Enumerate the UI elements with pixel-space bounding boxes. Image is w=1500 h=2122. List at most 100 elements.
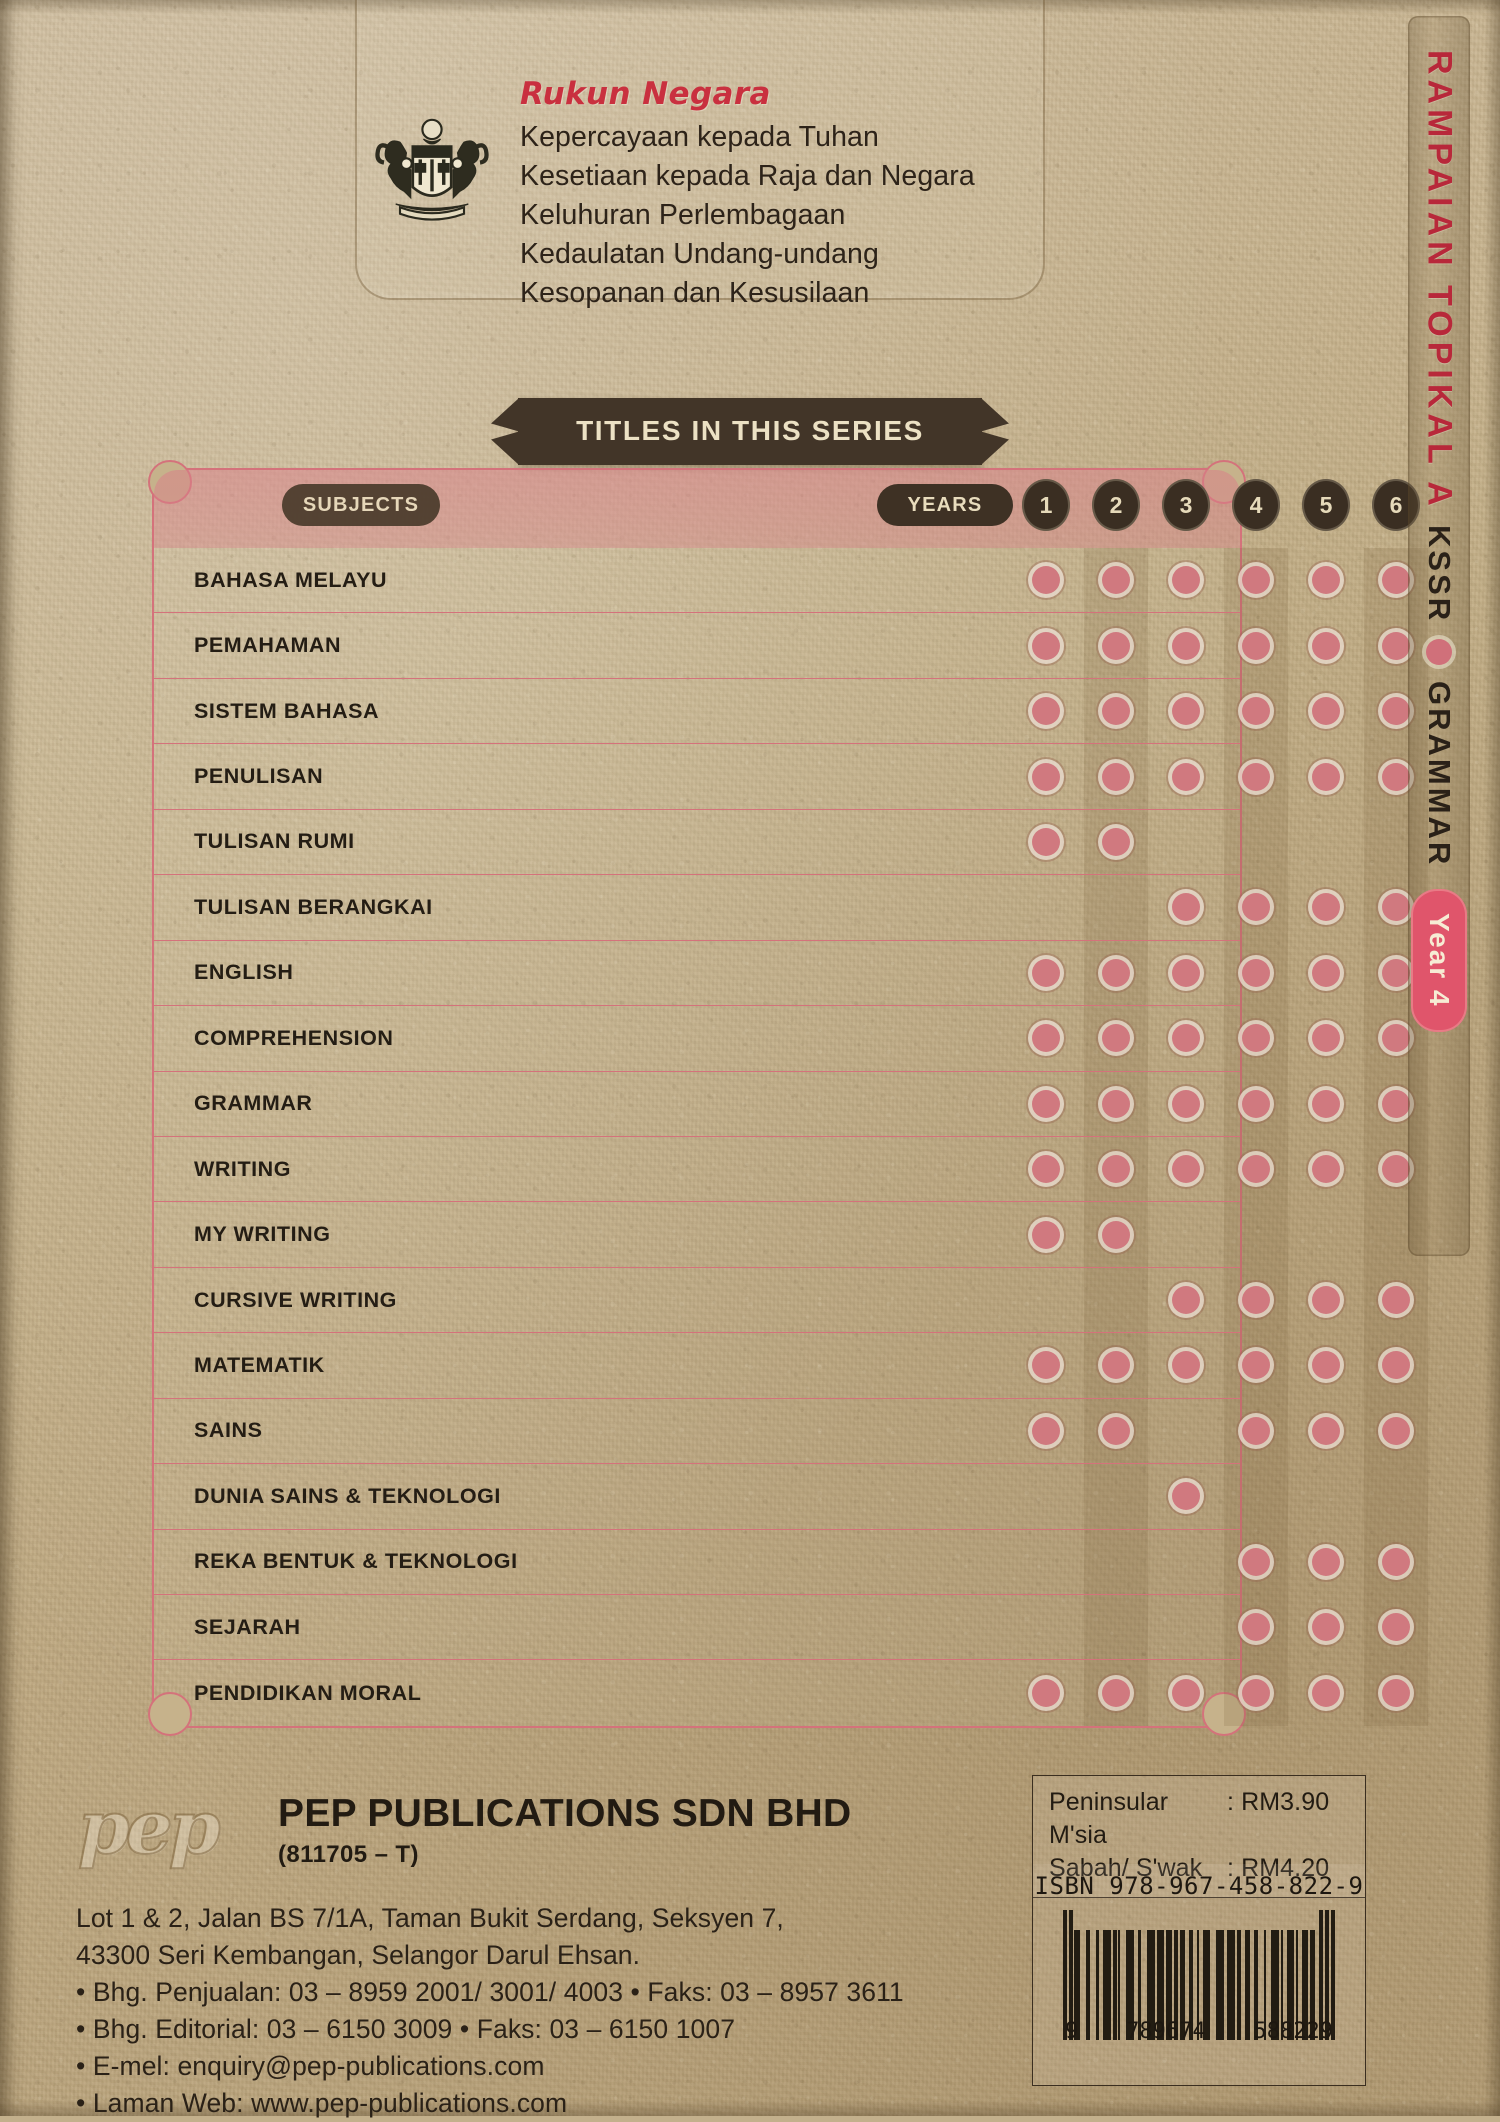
availability-dot-icon [1382,762,1410,791]
availability-dot-icon [1242,958,1270,987]
spine-syllabus-label: KSSR [1422,524,1457,624]
ean13-barcode-icon: 9 789674 588229 [1063,1910,1335,2044]
year-cell-2 [1092,1464,1140,1528]
availability-dot-icon [1172,958,1200,987]
availability-dot-icon [1242,1613,1270,1642]
year-cell-1 [1022,744,1070,808]
availability-dot-icon [1172,1482,1200,1511]
availability-dot-icon [1102,1024,1130,1053]
barcode-bar [1324,1910,1329,2040]
isbn-barcode-box: ISBN 978-967-458-822-9 9 789674 588229 [1032,1864,1366,2086]
availability-dot-icon [1242,1547,1270,1576]
year-cell-4 [1232,1137,1280,1201]
malaysian-coat-of-arms-icon [368,106,496,234]
year-cell-4 [1232,679,1280,743]
availability-dot-icon [1032,827,1060,856]
barcode-digit-left: 9 [1065,2019,1079,2044]
dot-separator-icon [1426,639,1452,666]
year-cell-2 [1092,744,1140,808]
year-cell-6 [1372,1530,1420,1594]
year-cell-3 [1162,548,1210,612]
availability-dot-icon [1382,893,1410,922]
table-row: PENULISAN [154,744,1410,810]
spine-series-title: RAMPAIAN TOPIKAL A [1420,50,1459,511]
availability-dot-icon [1312,631,1340,660]
table-row: PEMAHAMAN [154,613,1410,679]
year-cell-5 [1302,1530,1350,1594]
subject-label: CURSIVE WRITING [194,1287,397,1312]
price-value: : RM3.90 [1227,1788,1330,1816]
year-cell-1 [1022,1595,1070,1659]
price-box: Peninsular M'sia: RM3.90 Sabah/ S'wak: RM… [1032,1775,1366,1898]
availability-dot-icon [1312,1089,1340,1118]
year-cell-3 [1162,1333,1210,1397]
year-cell-2 [1092,1530,1140,1594]
barcode-bar [1189,1930,1194,2040]
availability-dot-icon [1172,762,1200,791]
year-cell-5 [1302,1595,1350,1659]
year-badge-6: 6 [1372,479,1420,531]
year-cell-5 [1302,679,1350,743]
availability-dot-icon [1102,1155,1130,1184]
barcode-bar [1237,1930,1241,2040]
subject-label: MATEMATIK [194,1352,325,1377]
year-cell-6 [1372,1006,1420,1070]
publisher-address: Lot 1 & 2, Jalan BS 7/1A, Taman Bukit Se… [76,1900,976,2122]
availability-dot-icon [1312,1286,1340,1315]
rukun-negara-title: Rukun Negara [520,76,771,112]
year-cell-2 [1092,1006,1140,1070]
year-cell-4 [1232,613,1280,677]
year-cell-5 [1302,744,1350,808]
availability-dot-icon [1312,1351,1340,1380]
availability-dot-icon [1172,697,1200,726]
subject-label: WRITING [194,1156,291,1181]
table-row: WRITING [154,1137,1410,1203]
address-line: Lot 1 & 2, Jalan BS 7/1A, Taman Bukit Se… [76,1903,784,1933]
year-cell-4 [1232,875,1280,939]
address-line: 43300 Seri Kembangan, Selangor Darul Ehs… [76,1940,641,1970]
barcode-bar [1179,1930,1186,2040]
year-cell-2 [1092,1333,1140,1397]
table-row: BAHASA MELAYU [154,548,1410,614]
availability-dot-icon [1172,1089,1200,1118]
year-cell-4 [1232,1333,1280,1397]
rukun-principle: Kedaulatan Undang-undang [520,238,879,270]
availability-dot-icon [1032,1155,1060,1184]
year-badge-3: 3 [1162,479,1210,531]
barcode-digits: 9 789674 588229 [1063,2019,1335,2044]
year-cell-6 [1372,744,1420,808]
barcode-bar [1319,1910,1324,2040]
year-cell-4 [1232,1595,1280,1659]
year-cell-6 [1372,875,1420,939]
availability-dot-icon [1382,1089,1410,1118]
year-cell-1 [1022,1333,1070,1397]
availability-dot-icon [1102,1220,1130,1249]
availability-dot-icon [1242,697,1270,726]
price-row: Sabah/ S'wak: RM4.20 [1049,1852,1351,1885]
table-row: PENDIDIKAN MORAL [154,1660,1410,1725]
spine-subject-label: GRAMMAR [1422,681,1457,868]
availability-dot-icon [1102,827,1130,856]
year-availability-cells [1022,1399,1420,1463]
rukun-principle: Kepercayaan kepada Tuhan [520,121,879,153]
year-cell-4 [1232,1530,1280,1594]
year-cell-5 [1302,548,1350,612]
year-availability-cells [1022,875,1420,939]
barcode-bar [1227,1930,1236,2040]
address-line: • Bhg. Penjualan: 03 – 8959 2001/ 3001/ … [76,1977,904,2007]
year-cell-3 [1162,941,1210,1005]
table-row: ENGLISH [154,941,1410,1007]
spine-stack: RAMPAIAN TOPIKAL A KSSR GRAMMAR Year 4 [1408,16,1470,1206]
barcode-digit-right: 588229 [1253,2019,1333,2044]
availability-dot-icon [1382,1679,1410,1708]
table-row: REKA BENTUK & TEKNOLOGI [154,1530,1410,1595]
year-cell-1 [1022,1072,1070,1136]
year-availability-cells [1022,744,1420,808]
year-cell-6 [1372,548,1420,612]
subject-label: ENGLISH [194,960,294,985]
barcode-bar [1103,1930,1111,2040]
availability-dot-icon [1242,1351,1270,1380]
year-cell-2 [1092,1137,1140,1201]
year-cell-5 [1302,1268,1350,1332]
barcode-bar [1118,1930,1121,2040]
